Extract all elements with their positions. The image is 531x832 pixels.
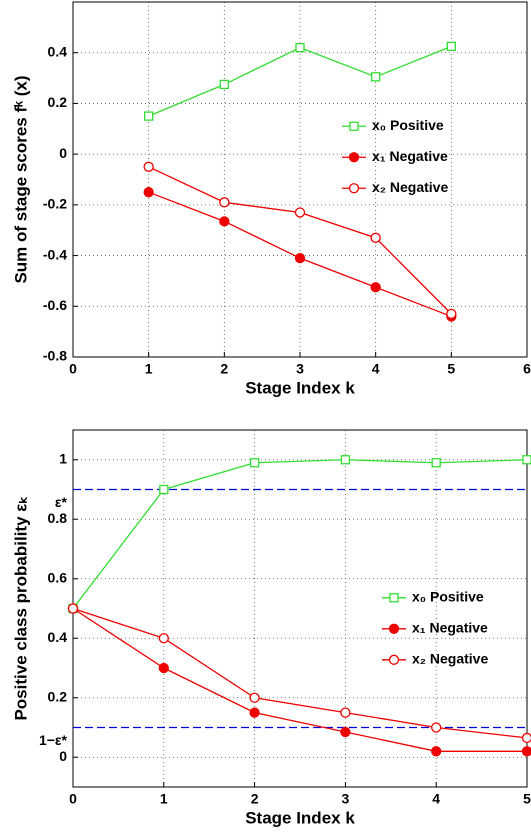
- y-tick-label: -0.2: [43, 196, 67, 212]
- point: [522, 455, 531, 465]
- y-tick-label: 0: [59, 145, 67, 161]
- legend-marker: [348, 152, 360, 163]
- point: [159, 484, 169, 495]
- x-tick-label: 5: [447, 361, 455, 377]
- legend-marker: [389, 593, 399, 603]
- point: [158, 633, 169, 644]
- legend-label: x₁ Negative: [412, 619, 488, 635]
- x-tick-label: 1: [145, 361, 153, 377]
- x-tick-label: 1: [160, 791, 168, 807]
- point: [249, 458, 260, 468]
- x-tick-label: 6: [523, 361, 531, 377]
- point: [431, 746, 442, 757]
- point: [521, 732, 531, 744]
- point: [219, 79, 229, 90]
- plot-area: [73, 2, 527, 357]
- y-tick-label: 1: [59, 450, 67, 466]
- series-line: [72, 607, 527, 752]
- point: [431, 722, 442, 733]
- point: [521, 746, 531, 757]
- point: [340, 707, 351, 718]
- point: [67, 603, 79, 614]
- point: [340, 726, 351, 738]
- y-tick-label: 0.2: [48, 688, 68, 704]
- point: [219, 197, 230, 208]
- point: [294, 252, 306, 264]
- x-tick-label: 4: [432, 791, 440, 807]
- x-tick-label: 3: [342, 791, 350, 807]
- x-tick-label: 5: [523, 791, 531, 807]
- y-tick-label: 0: [59, 748, 67, 764]
- y-axis-label: Sum of stage scores fᵏ (x): [11, 75, 30, 283]
- y-tick-label: 0.2: [48, 94, 68, 110]
- x-tick-label: 2: [220, 361, 228, 377]
- x-tick-label: 0: [69, 791, 77, 807]
- legend-label: x₀ Positive: [372, 117, 444, 133]
- legend-label: x₁ Negative: [372, 148, 448, 164]
- series-line: [72, 459, 528, 609]
- point: [431, 458, 441, 468]
- series-line: [72, 607, 528, 739]
- legend-marker: [388, 623, 400, 634]
- point: [446, 41, 456, 52]
- legend-label: x₂ Negative: [412, 650, 488, 666]
- y-tick-label: 0.4: [48, 43, 68, 59]
- legend-label: x₂ Negative: [372, 179, 448, 195]
- point: [446, 308, 457, 320]
- y-tick-label: -0.6: [43, 297, 67, 313]
- point: [340, 455, 351, 465]
- point: [143, 161, 154, 172]
- plot-frame: [72, 1, 528, 358]
- point: [143, 187, 154, 198]
- x-tick-label: 2: [251, 791, 259, 807]
- point: [249, 692, 260, 703]
- reference-label: ε*: [55, 494, 68, 510]
- y-tick-label: -0.8: [43, 348, 67, 364]
- x-tick-label: 3: [296, 361, 304, 377]
- point: [370, 282, 381, 293]
- legend-marker: [349, 121, 359, 131]
- plot-area: [73, 430, 527, 787]
- point: [294, 207, 306, 218]
- point: [158, 662, 169, 674]
- point: [144, 111, 154, 121]
- legend-label: x₀ Positive: [412, 588, 484, 604]
- y-tick-label: 0.8: [48, 510, 68, 526]
- y-axis-label: Positive class probability εₖ: [11, 496, 30, 721]
- legend-marker: [388, 654, 400, 665]
- legend-marker: [348, 183, 360, 194]
- y-tick-label: 0.4: [48, 629, 68, 645]
- point: [249, 707, 260, 718]
- x-axis-label: Stage Index k: [245, 378, 355, 397]
- point: [219, 216, 230, 227]
- y-tick-label: 0.6: [48, 569, 68, 585]
- x-axis-label: Stage Index k: [245, 808, 355, 827]
- point: [371, 72, 381, 82]
- point: [295, 42, 305, 53]
- point: [370, 232, 381, 243]
- x-tick-label: 4: [372, 361, 380, 377]
- reference-label: 1−ε*: [39, 732, 68, 748]
- y-tick-label: -0.4: [43, 246, 67, 262]
- x-tick-label: 0: [69, 361, 77, 377]
